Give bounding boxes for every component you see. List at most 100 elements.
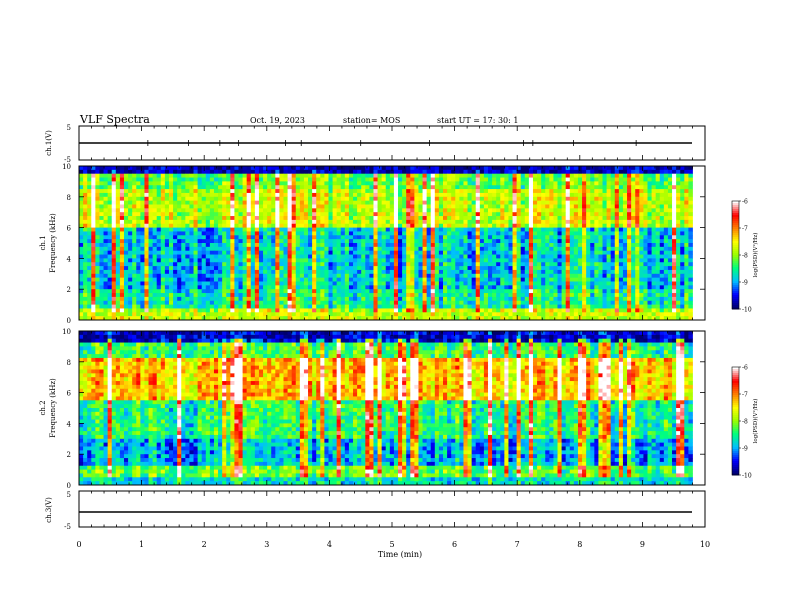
spectrogram-cell bbox=[426, 266, 432, 271]
spectrogram-cell bbox=[144, 266, 149, 271]
spectrogram-cell bbox=[283, 169, 288, 175]
spectrogram-cell bbox=[177, 250, 182, 255]
spectrogram-cell bbox=[189, 227, 194, 232]
spectrogram-cell bbox=[140, 212, 145, 217]
spectrogram-cell bbox=[173, 212, 178, 217]
spectrogram-cell bbox=[385, 166, 391, 171]
spectrogram-cell bbox=[263, 277, 268, 282]
spectrogram-cell bbox=[635, 231, 640, 236]
spectrogram-cell bbox=[459, 258, 464, 263]
spectrogram-cell bbox=[144, 250, 149, 255]
spectrogram-cell bbox=[312, 262, 317, 267]
spectrogram-cell bbox=[451, 223, 456, 228]
spectrogram-cell bbox=[177, 169, 182, 175]
spectrogram-cell bbox=[123, 173, 129, 178]
spectrogram-cell bbox=[148, 177, 154, 182]
spectrogram-cell bbox=[582, 166, 587, 171]
spectrogram-cell bbox=[128, 281, 133, 286]
spectrogram-cell bbox=[651, 266, 657, 271]
spectrogram-cell bbox=[688, 285, 693, 290]
spectrogram-cell bbox=[643, 204, 648, 209]
spectrogram-cell bbox=[447, 262, 452, 267]
spectrogram-cell bbox=[160, 173, 166, 178]
spectrogram-cell bbox=[357, 196, 362, 202]
spectrogram-cell bbox=[467, 262, 473, 267]
spectrogram-cell bbox=[414, 285, 419, 290]
spectrogram-cell bbox=[389, 181, 395, 186]
spectrogram-cell bbox=[185, 192, 190, 198]
spectrogram-cell bbox=[410, 269, 415, 275]
spectrogram-cell bbox=[230, 258, 235, 263]
spectrogram-cell bbox=[246, 200, 252, 205]
spectrogram-cell bbox=[79, 208, 84, 213]
spectrogram-cell bbox=[185, 200, 190, 205]
spectrogram-cell bbox=[402, 227, 407, 232]
spectrogram-cell bbox=[500, 212, 505, 217]
spectrogram-cell bbox=[492, 166, 497, 171]
spectrogram-cell bbox=[357, 212, 362, 217]
spectrogram-cell bbox=[487, 227, 493, 232]
spectrogram-cell bbox=[443, 185, 448, 190]
spectrogram-cell bbox=[213, 246, 219, 252]
spectrogram-cell bbox=[688, 231, 693, 236]
spectrogram-cell bbox=[590, 223, 595, 228]
spectrogram-cell bbox=[606, 169, 612, 175]
spectrogram-cell bbox=[373, 227, 378, 232]
spectrogram-cell bbox=[99, 250, 104, 255]
spectrogram-cell bbox=[87, 212, 92, 217]
spectrogram-cell bbox=[577, 273, 583, 279]
spectrogram-cell bbox=[185, 216, 190, 221]
spectrogram-cell bbox=[582, 196, 587, 202]
spectrogram-cell bbox=[128, 204, 133, 209]
spectrogram-cell bbox=[483, 166, 489, 171]
spectrogram-cell bbox=[275, 262, 280, 267]
spectrogram-cell bbox=[123, 166, 129, 171]
spectrogram-cell bbox=[688, 166, 693, 171]
spectrogram-cell bbox=[393, 208, 399, 213]
spectrogram-cell bbox=[91, 266, 96, 271]
spectrogram-cell bbox=[348, 254, 354, 259]
spectrogram-cell bbox=[242, 277, 248, 282]
spectrogram-cell bbox=[361, 177, 366, 182]
spectrogram-cell bbox=[643, 273, 648, 279]
spectrogram-cell bbox=[684, 243, 689, 248]
spectrogram-cell bbox=[320, 289, 325, 294]
spectrogram-cell bbox=[443, 258, 448, 263]
spectrogram-cell bbox=[610, 285, 616, 290]
spectrogram-cell bbox=[455, 273, 460, 279]
spectrogram-cell bbox=[271, 262, 276, 267]
spectrogram-cell bbox=[291, 277, 297, 282]
spectrogram-cell bbox=[332, 250, 338, 255]
spectrogram-cell bbox=[414, 204, 419, 209]
spectrogram-cell bbox=[267, 235, 272, 240]
spectrogram-cell bbox=[201, 173, 207, 178]
spectrogram-cell bbox=[463, 250, 468, 255]
spectrogram-cell bbox=[365, 285, 370, 290]
spectrogram-cell bbox=[618, 196, 624, 202]
spectrogram-cell bbox=[234, 243, 239, 248]
spectrogram-cell bbox=[398, 212, 403, 217]
spectrogram-cell bbox=[631, 177, 636, 182]
spectrogram-cell bbox=[557, 192, 562, 198]
spectrogram-cell bbox=[324, 204, 329, 209]
spectrogram-cell bbox=[479, 173, 485, 178]
spectrogram-cell bbox=[602, 231, 607, 236]
spectrogram-cell bbox=[91, 189, 96, 194]
spectrogram-cell bbox=[512, 246, 518, 252]
spectrogram-cell bbox=[222, 254, 227, 259]
spectrogram-cell bbox=[451, 277, 456, 282]
spectrogram-cell bbox=[353, 277, 358, 282]
spectrogram-cell bbox=[659, 239, 665, 244]
spectrogram-cell bbox=[651, 231, 657, 236]
spectrogram-cell bbox=[111, 273, 117, 279]
spectrogram-cell bbox=[299, 254, 305, 259]
spectrogram-cell bbox=[373, 277, 378, 282]
spectrogram-cell bbox=[283, 204, 288, 209]
spectrogram-cell bbox=[618, 235, 624, 240]
spectrogram-cell bbox=[353, 169, 358, 175]
spectrogram-cell bbox=[99, 173, 104, 178]
spectrogram-cell bbox=[107, 254, 113, 259]
spectrogram-cell bbox=[602, 266, 607, 271]
spectrogram-cell bbox=[393, 239, 399, 244]
spectrogram-cell bbox=[152, 192, 158, 198]
